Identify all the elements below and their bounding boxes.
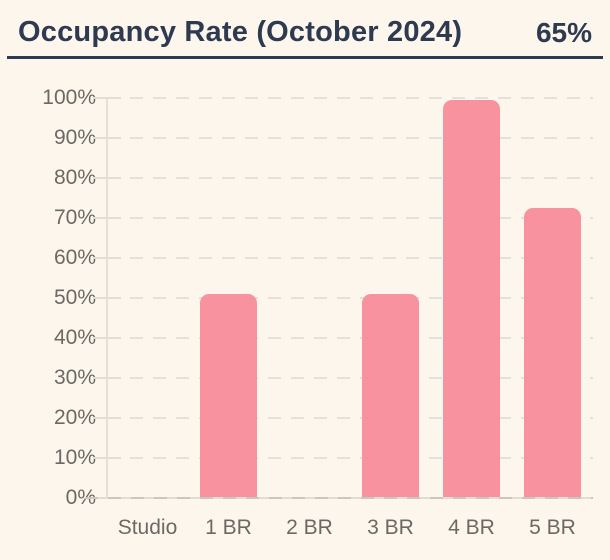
y-tick-label: 0%: [65, 486, 96, 509]
x-tick-label-4-br: 4 BR: [448, 516, 495, 539]
gridline-80%: [107, 177, 593, 179]
x-tick-label-studio: Studio: [117, 516, 178, 539]
y-tick-mark: [93, 417, 121, 419]
y-tick-mark: [93, 97, 121, 99]
y-tick-label: 10%: [53, 446, 96, 469]
plot-area: [85, 97, 593, 499]
headline-value: 65%: [535, 17, 592, 48]
bar-1-br: [200, 294, 257, 498]
y-tick-label: 100%: [42, 86, 96, 109]
chart-header: Occupancy Rate (October 2024) 65%: [7, 0, 603, 59]
y-tick-mark: [93, 137, 121, 139]
x-tick-label-3-br: 3 BR: [367, 516, 414, 539]
x-axis-tick-dashes: [85, 497, 593, 499]
y-tick-mark: [93, 217, 121, 219]
y-tick-label: 50%: [53, 286, 96, 309]
x-tick-label-5-br: 5 BR: [529, 516, 576, 539]
gridline-70%: [107, 217, 593, 219]
gridline-100%: [107, 97, 593, 99]
gridline-10%: [107, 457, 593, 459]
gridline-30%: [107, 377, 593, 379]
bar-4-br: [443, 100, 500, 498]
chart-title: Occupancy Rate (October 2024): [18, 16, 463, 48]
y-tick-label: 90%: [53, 126, 96, 149]
y-tick-mark: [93, 177, 121, 179]
y-tick-mark: [93, 377, 121, 379]
bar-3-br: [362, 294, 419, 498]
gridline-20%: [107, 417, 593, 419]
y-tick-mark: [93, 297, 121, 299]
y-tick-mark: [93, 337, 121, 339]
y-tick-label: 40%: [53, 326, 96, 349]
gridline-90%: [107, 137, 593, 139]
x-tick-label-2-br: 2 BR: [286, 516, 333, 539]
y-tick-label: 80%: [53, 166, 96, 189]
y-tick-mark: [93, 257, 121, 259]
gridline-50%: [107, 297, 593, 299]
x-tick-label-1-br: 1 BR: [205, 516, 252, 539]
y-tick-label: 20%: [53, 406, 96, 429]
bar-5-br: [524, 208, 581, 498]
y-tick-label: 70%: [53, 206, 96, 229]
y-tick-mark: [93, 457, 121, 459]
gridline-40%: [107, 337, 593, 339]
gridline-60%: [107, 257, 593, 259]
y-tick-label: 60%: [53, 246, 96, 269]
y-tick-label: 30%: [53, 366, 96, 389]
